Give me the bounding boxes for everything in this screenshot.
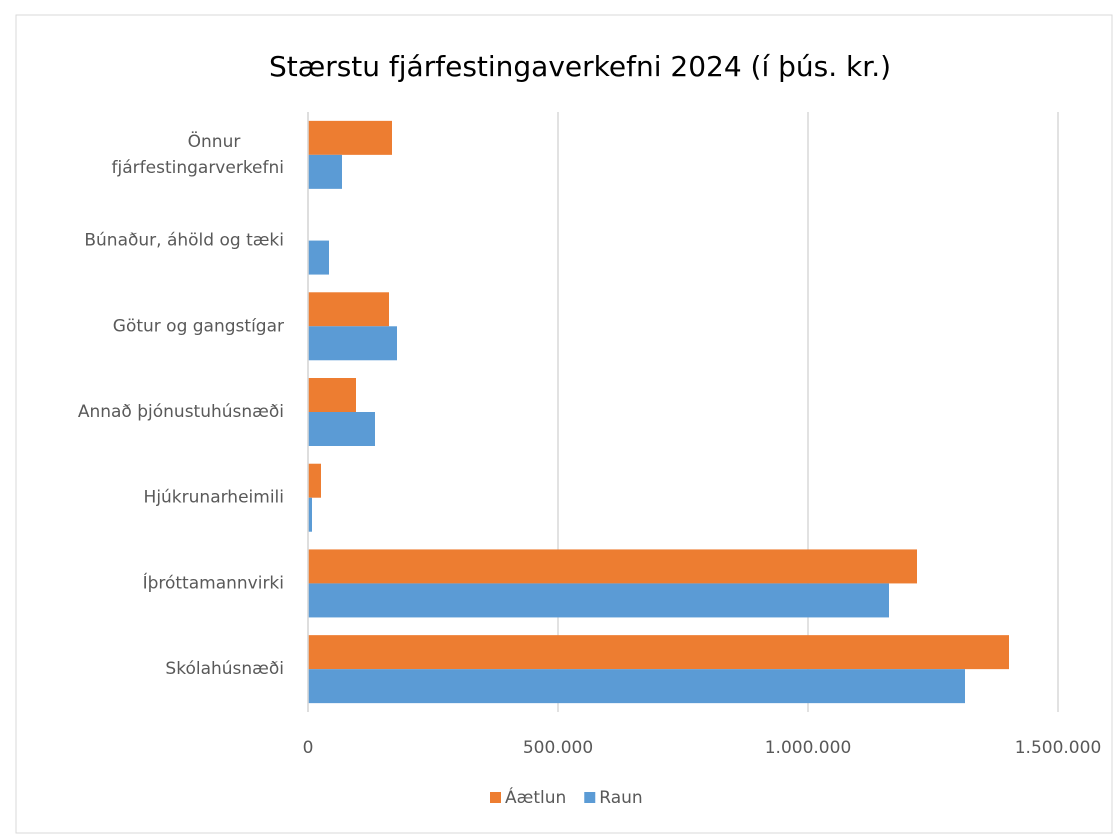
bar — [308, 463, 321, 498]
bar — [308, 549, 917, 584]
y-tick-label: Íþróttamannvirki — [143, 571, 284, 593]
bar — [308, 635, 1009, 670]
bar — [308, 378, 356, 412]
legend-swatch — [490, 792, 501, 803]
x-tick-label: 1.500.000 — [1015, 738, 1102, 758]
bar — [308, 154, 342, 189]
x-tick-label: 1.000.000 — [765, 738, 852, 758]
bar — [308, 497, 312, 532]
legend-label: Áætlun — [505, 786, 566, 808]
x-tick-label: 0 — [303, 738, 314, 758]
bar — [308, 669, 965, 704]
x-tick-label: 500.000 — [523, 738, 593, 758]
bar — [308, 583, 889, 618]
legend-swatch — [584, 792, 596, 803]
y-tick-label: Búnaður, áhöld og tæki — [84, 231, 284, 251]
bar — [308, 240, 329, 275]
bar — [308, 120, 392, 155]
y-tick-label: Annað þjónustuhúsnæði — [78, 402, 284, 422]
y-tick-label: Önnur fjárfestingarverkefni — [112, 130, 284, 178]
bar — [308, 412, 375, 446]
y-tick-label: Hjúkrunarheimili — [144, 488, 284, 508]
chart-title: Stærstu fjárfestingaverkefni 2024 (í þús… — [269, 50, 891, 83]
bar — [308, 292, 389, 327]
y-tick-label: Skólahúsnæði — [165, 659, 284, 679]
legend-label: Raun — [599, 788, 642, 808]
y-tick-label: Götur og gangstígar — [113, 316, 284, 336]
bar — [308, 326, 397, 361]
chart-frame — [15, 14, 1113, 834]
